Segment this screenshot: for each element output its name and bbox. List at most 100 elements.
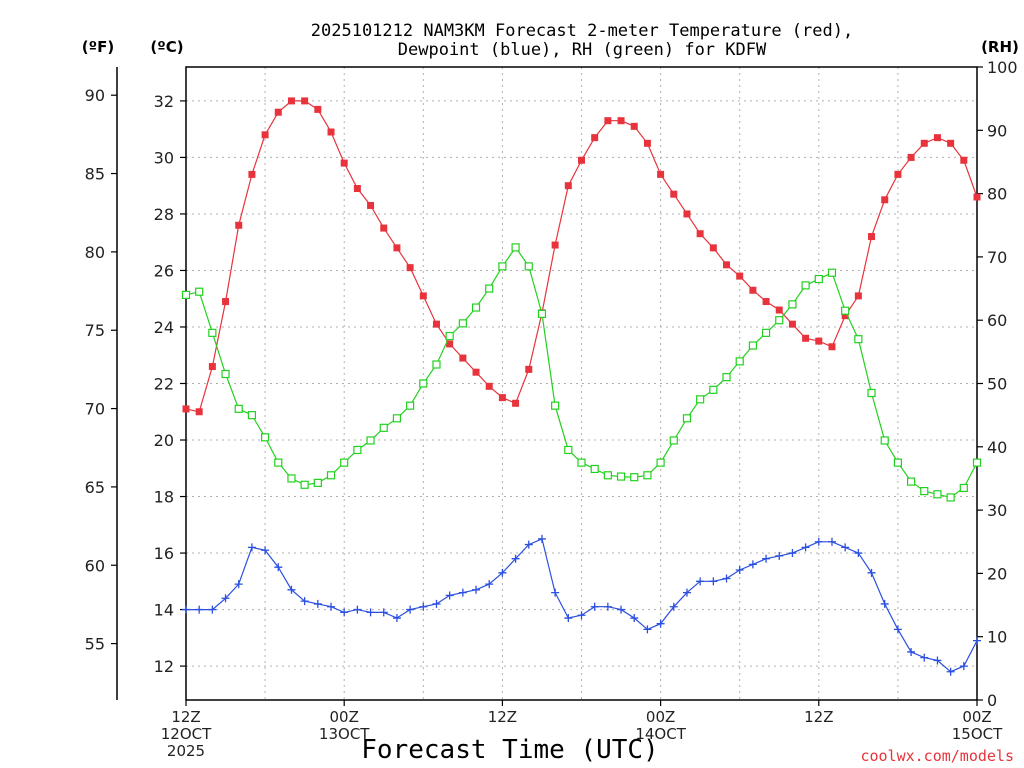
temperature-point	[578, 156, 585, 164]
temperature-point	[525, 365, 533, 373]
dewpoint-point	[946, 667, 955, 676]
rh-point	[788, 300, 797, 309]
dewpoint-point	[880, 599, 889, 608]
rh-point	[511, 243, 520, 252]
x-tick-label: 12Z	[171, 708, 200, 726]
dewpoint-point	[221, 594, 230, 603]
rh-point	[445, 331, 454, 341]
dewpoint-point	[788, 549, 797, 558]
temperature-point	[670, 190, 678, 198]
dewpoint-point	[445, 591, 454, 600]
rh-point	[406, 401, 415, 410]
rh-point	[801, 281, 810, 290]
temperature-point	[287, 97, 295, 105]
rh-point	[814, 274, 823, 284]
dewpoint-point	[524, 540, 533, 549]
rh-tick-label: 30	[987, 501, 1007, 520]
dewpoint-point	[208, 605, 217, 614]
tick-labels: 12 14 16 18 20 22 24 26 28 30 32 55 60 65 70 75 80 85 90 0 1…	[85, 58, 1018, 760]
dewpoint-point	[722, 574, 731, 583]
dewpoint-point	[340, 608, 349, 617]
rh-tick-label: 100	[987, 58, 1018, 77]
dewpoint-point	[867, 568, 876, 577]
chart-title-line1: 2025101212 NAM3KM Forecast 2-meter Tempe…	[311, 21, 853, 41]
rh-point	[221, 369, 230, 379]
fahrenheit-tick-label: 60	[85, 556, 105, 575]
temperature-line	[185, 100, 978, 413]
rh-point	[603, 471, 612, 480]
x-tick-label: 2025	[167, 742, 205, 760]
temperature-point	[802, 334, 810, 342]
fahrenheit-tick-label: 70	[85, 400, 105, 419]
rh-point	[498, 262, 507, 271]
rh-point	[300, 480, 309, 489]
rh-point	[893, 458, 903, 467]
rh-tick-label: 40	[987, 438, 1007, 457]
temperature-point	[841, 312, 849, 320]
dewpoint-point	[247, 543, 256, 552]
temperature-point	[643, 139, 651, 147]
dewpoint-point	[656, 619, 665, 628]
dewpoint-point	[564, 614, 573, 623]
dewpoint-point	[841, 543, 850, 552]
rh-point	[735, 357, 744, 366]
dewpoint-point	[537, 534, 546, 543]
rh-tick-label: 70	[987, 248, 1007, 267]
celsius-tick-label: 20	[154, 431, 174, 450]
temperature-point	[301, 97, 309, 105]
dewpoint-point	[933, 656, 942, 665]
dewpoint-point	[498, 568, 507, 577]
rh-tick-label: 90	[987, 121, 1007, 140]
temperature-point	[512, 399, 520, 407]
temperature-point	[762, 298, 770, 306]
temperature-point	[274, 108, 282, 116]
temperature-point	[828, 343, 836, 351]
temperature-point	[182, 405, 190, 413]
rh-point	[643, 471, 652, 480]
dewpoint-point	[195, 605, 204, 614]
celsius-tick-label: 18	[154, 488, 174, 507]
dewpoint-point	[392, 614, 401, 623]
celsius-tick-label: 22	[154, 375, 174, 394]
fahrenheit-tick-label: 80	[85, 243, 105, 262]
temperature-point	[393, 244, 401, 252]
temperature-point	[406, 264, 414, 272]
dewpoint-point	[511, 554, 520, 563]
temperature-point	[604, 117, 612, 125]
temperature-point	[551, 241, 559, 249]
dewpoint-point	[748, 560, 757, 569]
temperature-point	[657, 170, 665, 178]
rh-point	[959, 483, 968, 493]
temperature-point	[775, 306, 783, 314]
dewpoint-point	[485, 580, 494, 589]
dewpoint-point	[669, 602, 678, 611]
fahrenheit-tick-label: 85	[85, 165, 105, 184]
temperature-point	[894, 170, 902, 178]
temperature-point	[907, 153, 915, 161]
temperature-point	[340, 159, 348, 167]
rh-point	[656, 458, 665, 467]
temperature-point	[933, 134, 941, 142]
celsius-tick-label: 12	[154, 657, 174, 676]
dewpoint-point	[801, 543, 810, 552]
rh-point	[326, 471, 336, 480]
dewpoint-point	[709, 577, 718, 586]
temperature-point	[960, 156, 968, 164]
dewpoint-point	[313, 599, 322, 608]
celsius-tick-label: 16	[154, 544, 174, 563]
temperature-point	[683, 210, 691, 218]
rh-point	[880, 436, 889, 445]
temperature-point	[314, 105, 322, 113]
axes	[111, 66, 983, 706]
rh-point	[261, 433, 270, 442]
temperature-point	[195, 408, 203, 416]
data-series	[181, 97, 982, 676]
rh-point	[379, 423, 388, 432]
rh-point	[590, 464, 599, 474]
rh-point	[234, 404, 243, 413]
celsius-tick-label: 28	[154, 205, 174, 224]
rh-point	[419, 379, 428, 388]
celsius-tick-label: 14	[154, 601, 174, 620]
dewpoint-point	[590, 602, 599, 611]
